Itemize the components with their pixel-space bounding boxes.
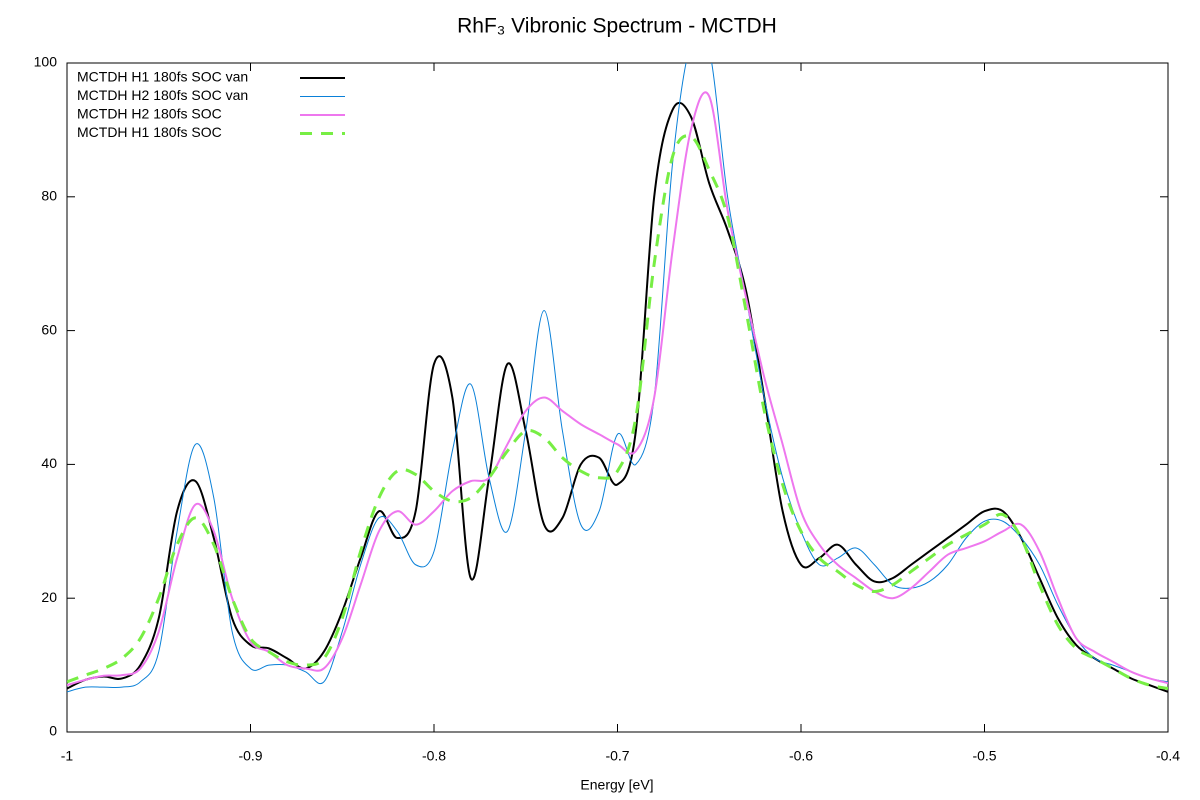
x-tick-label: -0.4 — [1156, 748, 1180, 764]
plot-area — [67, 63, 1168, 693]
x-tick-label: -0.9 — [238, 748, 262, 764]
y-tick-label: 60 — [41, 321, 57, 337]
series-line — [67, 134, 1168, 690]
y-tick-label: 100 — [34, 54, 58, 70]
x-tick-label: -0.8 — [422, 748, 446, 764]
x-tick-label: -0.5 — [972, 748, 996, 764]
series-line — [67, 63, 1168, 693]
series-line — [67, 91, 1168, 687]
y-tick-label: 40 — [41, 455, 57, 471]
chart-title: RhF₃ Vibronic Spectrum - MCTDH — [457, 15, 777, 38]
legend-label: MCTDH H1 180fs SOC — [77, 124, 222, 140]
y-tick-label: 80 — [41, 188, 57, 204]
x-tick-label: -0.7 — [605, 748, 629, 764]
x-axis-label: Energy [eV] — [580, 777, 653, 793]
legend-label: MCTDH H2 180fs SOC van — [77, 87, 248, 103]
y-tick-label: 20 — [41, 589, 57, 605]
series-line — [67, 101, 1168, 693]
legend-label: MCTDH H2 180fs SOC — [77, 106, 222, 122]
y-tick-label: 0 — [49, 723, 57, 739]
x-tick-label: -0.6 — [789, 748, 813, 764]
x-tick-label: -1 — [61, 748, 74, 764]
legend-label: MCTDH H1 180fs SOC van — [77, 69, 248, 85]
